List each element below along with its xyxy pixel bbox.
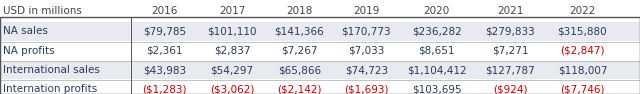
Text: ($2,142): ($2,142) (277, 84, 321, 94)
Bar (0, 22, 640, 41)
Text: USD in millions: USD in millions (3, 6, 82, 16)
Bar (0, 17, 640, 94)
Text: $8,651: $8,651 (419, 46, 455, 56)
Text: ($3,062): ($3,062) (210, 84, 254, 94)
Text: $279,833: $279,833 (486, 27, 535, 36)
Text: $74,723: $74,723 (345, 65, 388, 75)
Text: NA sales: NA sales (3, 27, 48, 36)
Text: $2,837: $2,837 (214, 46, 250, 56)
Text: $141,366: $141,366 (275, 27, 324, 36)
Text: International sales: International sales (3, 65, 100, 75)
Text: $118,007: $118,007 (557, 65, 607, 75)
Text: $65,866: $65,866 (278, 65, 321, 75)
Text: 2020: 2020 (424, 6, 450, 16)
Text: $127,787: $127,787 (486, 65, 535, 75)
Text: $43,983: $43,983 (143, 65, 186, 75)
Text: $2,361: $2,361 (147, 46, 183, 56)
Text: $79,785: $79,785 (143, 27, 186, 36)
Text: $103,695: $103,695 (412, 84, 461, 94)
Text: ($1,693): ($1,693) (344, 84, 388, 94)
Text: $236,282: $236,282 (412, 27, 461, 36)
Text: 2018: 2018 (286, 6, 312, 16)
Text: 2017: 2017 (219, 6, 245, 16)
Text: 2021: 2021 (497, 6, 524, 16)
Text: $7,271: $7,271 (492, 46, 529, 56)
Text: $7,267: $7,267 (281, 46, 317, 56)
Text: ($7,746): ($7,746) (560, 84, 605, 94)
Text: ($924): ($924) (493, 84, 527, 94)
Text: NA profits: NA profits (3, 46, 55, 56)
Text: $170,773: $170,773 (342, 27, 391, 36)
Text: 2019: 2019 (353, 6, 380, 16)
Bar (0, 42, 640, 60)
Text: $54,297: $54,297 (211, 65, 253, 75)
Text: $315,880: $315,880 (557, 27, 607, 36)
Bar (0, 61, 640, 79)
Text: ($1,283): ($1,283) (143, 84, 187, 94)
Text: 2022: 2022 (569, 6, 596, 16)
Text: Internation profits: Internation profits (3, 84, 97, 94)
Text: ($2,847): ($2,847) (560, 46, 605, 56)
Text: 2016: 2016 (152, 6, 178, 16)
Bar (0, 80, 640, 94)
Text: $101,110: $101,110 (207, 27, 257, 36)
Text: $7,033: $7,033 (348, 46, 385, 56)
Text: $1,104,412: $1,104,412 (407, 65, 467, 75)
